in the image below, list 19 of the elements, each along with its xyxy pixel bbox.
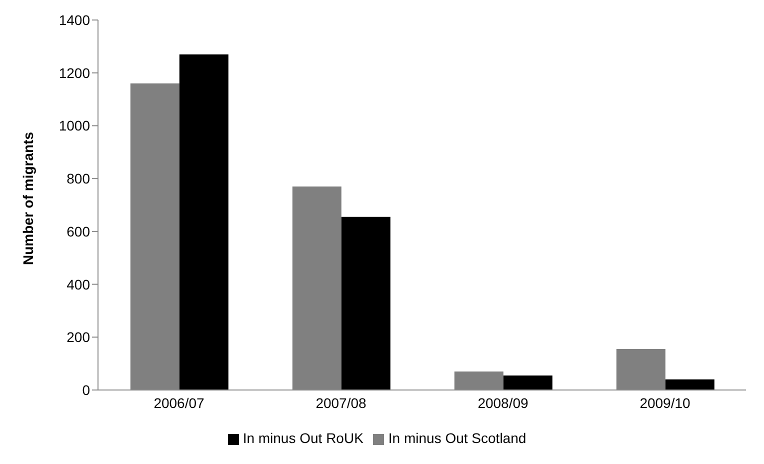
bar <box>341 216 390 390</box>
y-tick-label: 0 <box>82 382 90 398</box>
y-tick-label: 200 <box>66 329 90 346</box>
y-tick-label: 1200 <box>58 64 90 81</box>
y-tick-label: 400 <box>66 276 90 292</box>
y-tick-label: 600 <box>66 223 90 240</box>
bar <box>503 375 552 390</box>
x-tick-label: 2009/10 <box>640 394 691 411</box>
y-tick-label: 1000 <box>58 118 90 134</box>
legend-label: In minus Out Scotland <box>388 430 526 446</box>
bar <box>179 54 228 390</box>
x-tick-label: 2006/07 <box>154 394 205 411</box>
y-tick-label: 800 <box>66 170 90 187</box>
y-tick-label: 1400 <box>58 12 90 28</box>
x-tick-label: 2007/08 <box>316 394 367 411</box>
bar <box>665 379 714 390</box>
x-tick-label: 2008/09 <box>478 394 529 411</box>
legend-label: In minus Out RoUK <box>242 430 364 446</box>
y-axis-title: Number of migrants <box>20 132 36 265</box>
